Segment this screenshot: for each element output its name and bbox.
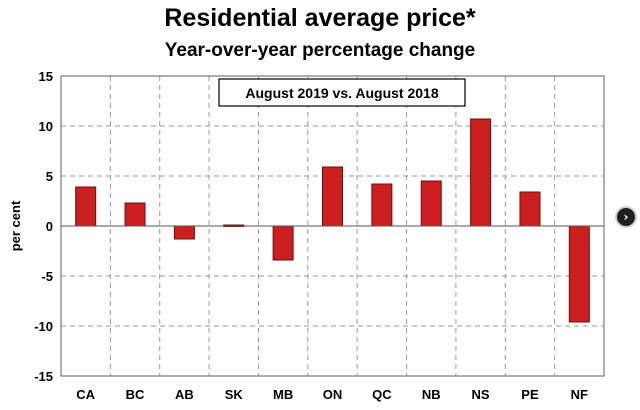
bar-nf: [568, 225, 590, 323]
axes: [60, 75, 605, 377]
labels: 15 10 5 0 -5 -10 -15 CA BC AB SK MB ON QC NB NS PE NF per …: [8, 69, 588, 402]
bar-mb: [272, 225, 294, 261]
x-tick-label: NS: [472, 387, 490, 402]
chart-subtitle: Year-over-year percentage change: [164, 40, 476, 61]
x-tick-label: MB: [273, 387, 293, 402]
y-tick-label: 5: [46, 169, 53, 184]
y-tick-label: 15: [39, 69, 53, 84]
bar-on: [322, 166, 343, 227]
gridlines: [61, 76, 604, 376]
bar-bc: [124, 202, 146, 227]
y-tick-label: -15: [34, 369, 53, 384]
x-tick-label: CA: [76, 387, 95, 402]
chevron-right-icon: ›: [623, 210, 629, 224]
bar-ab: [173, 225, 195, 240]
bar-ns: [470, 118, 492, 227]
annotation-text: August 2019 vs. August 2018: [245, 85, 438, 101]
y-tick-label: 10: [39, 119, 53, 134]
x-tick-label: ON: [323, 387, 343, 402]
bar-ca: [75, 186, 97, 227]
x-tick-label: AB: [175, 387, 194, 402]
y-tick-label: -10: [34, 319, 53, 334]
x-tick-label: SK: [225, 387, 244, 402]
bar-qc: [371, 183, 393, 227]
x-tick-label: NB: [422, 387, 441, 402]
x-tick-label: BC: [126, 387, 145, 402]
bars: [75, 118, 590, 323]
x-tick-label: PE: [521, 387, 539, 402]
bar-nb: [420, 180, 442, 227]
chart-title: Residential average price*: [164, 4, 476, 32]
x-tick-label: NF: [571, 387, 588, 402]
y-tick-label: 0: [46, 219, 53, 234]
y-tick-label: -5: [41, 269, 53, 284]
bar-pe: [519, 191, 541, 227]
next-slide-button[interactable]: ›: [617, 208, 635, 226]
y-axis-label: per cent: [8, 200, 23, 251]
annotation-box: [218, 78, 466, 107]
x-tick-label: QC: [372, 387, 392, 402]
